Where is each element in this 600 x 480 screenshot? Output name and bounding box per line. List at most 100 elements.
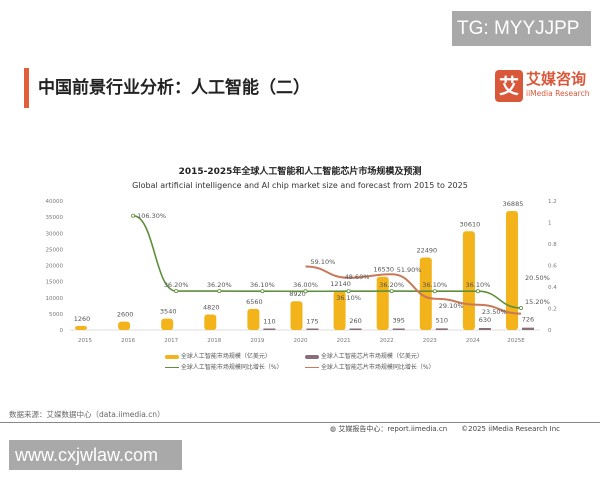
point-ai-growth <box>519 305 524 310</box>
bar-chip-market <box>349 328 362 330</box>
data-label-chip-growth: 23.50% <box>482 308 507 316</box>
chart-title: 2015-2025年全球人工智能和人工智能芯片市场规模及预测 <box>178 167 422 177</box>
data-label-ai-growth: 36.10% <box>422 281 447 289</box>
bar-ai-market <box>376 276 389 330</box>
y-left-tick-label: 35000 <box>46 215 64 221</box>
y-left-tick-label: 40000 <box>46 199 64 205</box>
data-label-chip-growth: 48.60% <box>345 273 370 281</box>
data-label-ai-market: 22490 <box>416 246 437 254</box>
data-label-chip-market: 110 <box>263 318 275 326</box>
y-right-tick-label: 0 <box>548 328 552 334</box>
line-chip-growth <box>305 265 522 315</box>
footer-text: 艾媒报告中心：report.iimedia.cn ©2025 iiMedia R… <box>338 425 561 433</box>
point-ai-growth <box>260 289 265 294</box>
x-tick-label: 2025E <box>507 338 525 344</box>
point-ai-growth <box>217 289 222 294</box>
y-right-tick-label: 1.2 <box>548 199 557 205</box>
data-label-chip-market: 395 <box>392 317 404 325</box>
legend-item-chip-growth: 全球人工智能芯片市场规模同比增长（%） <box>305 362 435 371</box>
legend-swatch <box>305 366 319 369</box>
point-ai-growth <box>432 289 437 294</box>
legend-label: 全球人工智能市场规模同比增长（%） <box>180 364 283 371</box>
legend-item-chip-market: 全球人工智能芯片市场规模（亿美元） <box>305 351 423 360</box>
y-left-tick-label: 0 <box>60 328 64 334</box>
data-label-ai-market: 2600 <box>117 311 134 319</box>
bar-chip-market <box>392 328 405 330</box>
y-right-tick-label: 0.6 <box>548 264 557 270</box>
point-ai-growth <box>389 289 394 294</box>
data-label-ai-growth: 106.30% <box>137 212 166 220</box>
footer-credit: ◍ 艾媒报告中心：report.iimedia.cn ©2025 iiMedia… <box>330 424 560 434</box>
data-label-chip-growth: 51.90% <box>397 266 422 274</box>
legend-swatch <box>165 366 179 369</box>
point-ai-growth <box>131 213 136 218</box>
chart-subtitle: Global artificial intelligence and AI ch… <box>132 181 468 190</box>
data-label-chip-growth: 15.20% <box>525 298 550 306</box>
watermark-url: www.cxjwlaw.com <box>9 440 182 470</box>
data-label-ai-market: 6560 <box>246 298 263 306</box>
bar-ai-market <box>204 314 217 330</box>
globe-icon: ◍ <box>330 425 339 433</box>
y-right-tick-label: 0.2 <box>548 307 557 313</box>
data-label-chip-growth: 29.10% <box>439 302 464 310</box>
y-left-tick-label: 10000 <box>46 296 64 302</box>
data-label-ai-growth: 36.20% <box>207 281 232 289</box>
data-label-ai-growth: 36.10% <box>336 294 361 302</box>
x-tick-label: 2016 <box>121 338 135 344</box>
point-ai-growth <box>475 289 480 294</box>
legend-label: 全球人工智能市场规模（亿美元） <box>180 353 271 360</box>
data-label-ai-market: 16530 <box>373 266 394 274</box>
legend-swatch <box>305 354 319 359</box>
data-label-ai-growth: 36.10% <box>250 281 275 289</box>
legend-item-ai-growth: 全球人工智能市场规模同比增长（%） <box>165 362 283 371</box>
y-left-tick-label: 5000 <box>49 312 63 318</box>
bar-ai-market <box>333 290 346 330</box>
x-tick-label: 2017 <box>164 338 178 344</box>
point-ai-growth <box>174 289 179 294</box>
y-right-tick-label: 1 <box>548 221 552 227</box>
logo-cn: 艾媒咨询 <box>526 70 587 88</box>
point-ai-growth <box>346 289 351 294</box>
data-source: 数据来源：艾媒数据中心（data.iimedia.cn） <box>9 410 165 419</box>
y-left-tick-label: 15000 <box>46 280 64 286</box>
bar-ai-market <box>118 321 131 330</box>
bar-ai-market <box>247 308 260 330</box>
bar-chip-market <box>478 327 491 330</box>
bar-ai-market <box>506 211 518 330</box>
page-title: 中国前景行业分析：人工智能（二） <box>38 78 310 98</box>
footer-divider <box>0 422 600 423</box>
legend-label: 全球人工智能芯片市场规模同比增长（%） <box>320 364 435 371</box>
data-label-ai-growth: 36.10% <box>466 281 491 289</box>
x-tick-label: 2023 <box>423 338 437 344</box>
watermark-tg: TG: MYYJJPP <box>452 11 591 46</box>
data-label-ai-growth: 36.20% <box>164 281 189 289</box>
title-accent-bar <box>24 68 29 108</box>
iimedia-logo: 艾 艾媒咨询 iiMedia Research <box>495 70 591 104</box>
x-tick-label: 2015 <box>78 338 92 344</box>
data-label-ai-market: 1260 <box>74 315 91 323</box>
x-tick-label: 2019 <box>250 338 264 344</box>
y-left-tick-label: 30000 <box>46 231 64 237</box>
data-label-ai-market: 12140 <box>330 280 351 288</box>
data-label-chip-market: 726 <box>522 316 534 324</box>
y-right-tick-label: 0.4 <box>548 285 557 291</box>
x-tick-label: 2022 <box>380 338 394 344</box>
x-tick-label: 2024 <box>466 338 480 344</box>
bar-chip-market <box>263 328 276 330</box>
y-right-tick-label: 0.8 <box>548 242 557 248</box>
bar-ai-market <box>290 301 303 330</box>
x-tick-label: 2018 <box>207 338 221 344</box>
bar-ai-market <box>419 257 432 330</box>
bar-chip-market <box>522 327 534 330</box>
data-label-chip-market: 510 <box>436 316 448 324</box>
data-label-ai-market: 3540 <box>160 308 177 316</box>
data-label-chip-growth: 59.10% <box>311 258 336 266</box>
y-left-tick-label: 20000 <box>46 264 64 270</box>
legend-label: 全球人工智能芯片市场规模（亿美元） <box>320 353 423 360</box>
data-label-chip-market: 175 <box>306 317 318 325</box>
data-label-ai-growth: 20.50% <box>525 274 550 282</box>
logo-mark: 艾 <box>495 70 523 102</box>
data-label-ai-market: 30610 <box>460 220 481 228</box>
point-ai-growth <box>303 289 308 294</box>
